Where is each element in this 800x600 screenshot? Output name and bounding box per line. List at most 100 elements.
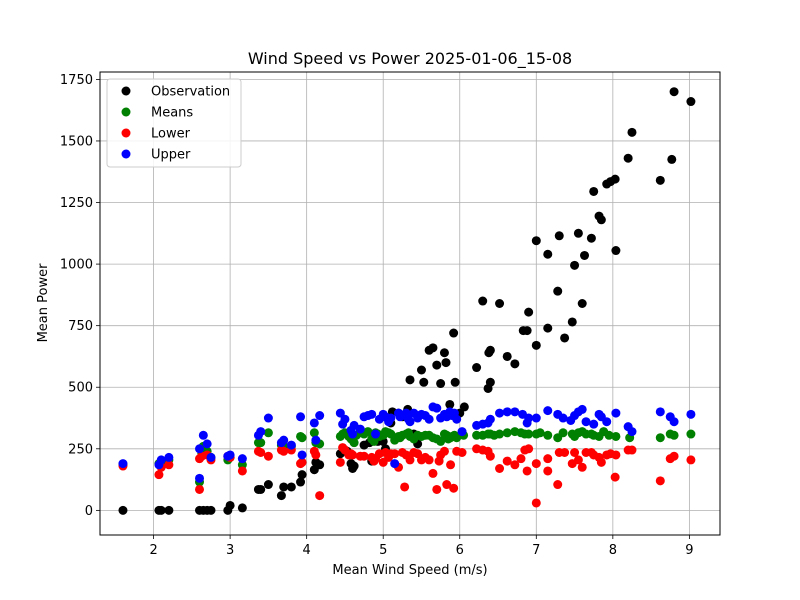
lower-point [195,484,205,494]
means-point [686,429,696,439]
means-point [611,431,621,441]
lower-point [596,457,606,467]
upper-point [195,444,205,454]
upper-point [543,406,553,416]
observation-point [256,484,266,494]
legend-label-means: Means [151,106,193,121]
upper-point [611,408,621,418]
lower-point [516,454,526,464]
observation-point [611,246,621,256]
upper-point [256,427,266,437]
upper-point [424,414,434,424]
lower-point [457,447,467,457]
means-point [349,438,359,448]
means-point [309,428,319,438]
lower-point [524,444,534,454]
observation-point [627,127,637,137]
y-tick-label: 250 [68,442,93,457]
means-point [669,430,679,440]
lower-point [164,460,174,470]
upper-point [386,413,396,423]
observation-point [667,154,677,164]
lower-point [611,450,621,460]
observation-point [589,186,599,196]
observation-point [237,503,247,513]
lower-point [553,480,563,490]
observation-point [610,174,620,184]
observation-point [573,228,583,238]
lower-point [405,455,415,465]
upper-point [655,407,665,417]
observation-point [297,470,307,480]
lower-point [543,454,553,464]
lower-point [560,447,570,457]
upper-point [335,408,345,418]
upper-point [340,414,350,424]
observation-point [510,359,520,369]
observation-point [577,299,587,308]
lower-point [432,484,442,494]
upper-point [531,413,541,423]
observation-point [567,317,577,327]
lower-point [315,491,325,501]
x-tick-label: 5 [379,543,387,558]
lower-point [263,451,273,461]
x-tick-label: 6 [456,543,464,558]
upper-point [118,459,128,469]
observation-point [531,340,541,350]
upper-point [589,419,599,429]
x-tick-label: 7 [532,543,540,558]
lower-point [686,455,696,465]
observation-point [543,249,553,259]
observation-point [449,328,459,338]
chart-title: Wind Speed vs Power 2025-01-06_15-08 [248,49,572,69]
upper-point [452,414,462,424]
upper-point [198,430,208,440]
observation-point [263,480,273,490]
upper-point [195,473,205,483]
lower-point [439,446,449,456]
observation-point [586,233,596,243]
upper-point [371,429,381,439]
observation-point [485,377,495,387]
means-point [502,428,512,438]
lower-point [335,457,345,467]
means-point [436,436,446,446]
x-tick-label: 3 [226,543,234,558]
means-point [263,428,273,438]
legend-label-upper: Upper [151,148,191,163]
observation-point [419,377,429,387]
lower-point [655,476,665,486]
lower-point [531,459,541,469]
upper-point [286,440,296,450]
lower-point [449,483,459,493]
legend-marker-means [121,107,131,117]
lower-point [279,446,289,456]
lower-point [424,455,434,465]
lower-point [154,470,164,480]
observation-point [439,348,449,358]
observation-point [623,153,633,163]
observation-point [522,326,532,336]
upper-point [315,411,325,421]
observation-point [596,215,606,225]
upper-point [510,407,520,417]
observation-point [472,363,482,373]
observation-point [156,505,166,515]
lower-point [669,451,679,461]
lower-point [627,445,637,455]
lower-point [311,450,321,460]
observation-point [405,375,415,385]
observation-point [296,477,306,487]
observation-point [543,323,553,333]
observation-point [428,343,438,353]
observation-point [459,402,469,412]
upper-point [355,424,365,434]
lower-point [522,466,532,476]
lower-point [256,447,266,457]
observation-point [225,500,235,510]
upper-point [367,409,377,419]
lower-point [577,462,587,472]
means-point [543,430,553,440]
